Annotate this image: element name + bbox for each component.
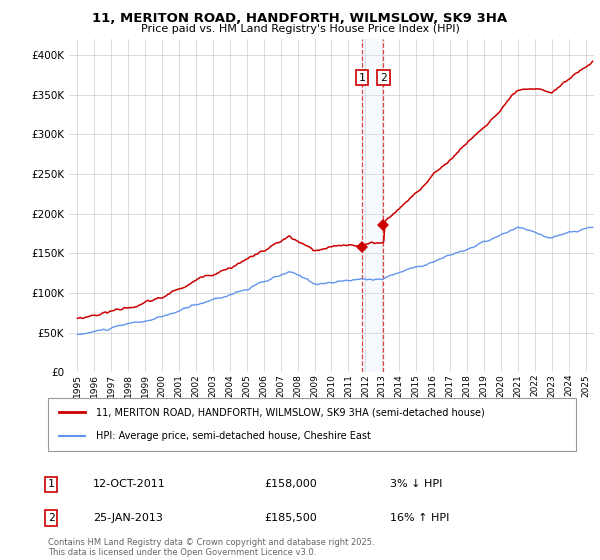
Bar bbox=[362, 39, 383, 372]
Text: Price paid vs. HM Land Registry's House Price Index (HPI): Price paid vs. HM Land Registry's House … bbox=[140, 24, 460, 34]
Text: Contains HM Land Registry data © Crown copyright and database right 2025.
This d: Contains HM Land Registry data © Crown c… bbox=[48, 538, 374, 557]
Text: £158,000: £158,000 bbox=[264, 479, 317, 489]
Text: 12-OCT-2011: 12-OCT-2011 bbox=[93, 479, 166, 489]
Text: 2: 2 bbox=[380, 72, 387, 82]
Text: £185,500: £185,500 bbox=[264, 513, 317, 523]
Text: 11, MERITON ROAD, HANDFORTH, WILMSLOW, SK9 3HA (semi-detached house): 11, MERITON ROAD, HANDFORTH, WILMSLOW, S… bbox=[95, 408, 484, 418]
Text: 16% ↑ HPI: 16% ↑ HPI bbox=[390, 513, 449, 523]
Text: 2: 2 bbox=[47, 513, 55, 523]
Text: 1: 1 bbox=[358, 72, 365, 82]
Text: 1: 1 bbox=[47, 479, 55, 489]
Text: 11, MERITON ROAD, HANDFORTH, WILMSLOW, SK9 3HA: 11, MERITON ROAD, HANDFORTH, WILMSLOW, S… bbox=[92, 12, 508, 25]
Text: 3% ↓ HPI: 3% ↓ HPI bbox=[390, 479, 442, 489]
Text: HPI: Average price, semi-detached house, Cheshire East: HPI: Average price, semi-detached house,… bbox=[95, 431, 370, 441]
Text: 25-JAN-2013: 25-JAN-2013 bbox=[93, 513, 163, 523]
